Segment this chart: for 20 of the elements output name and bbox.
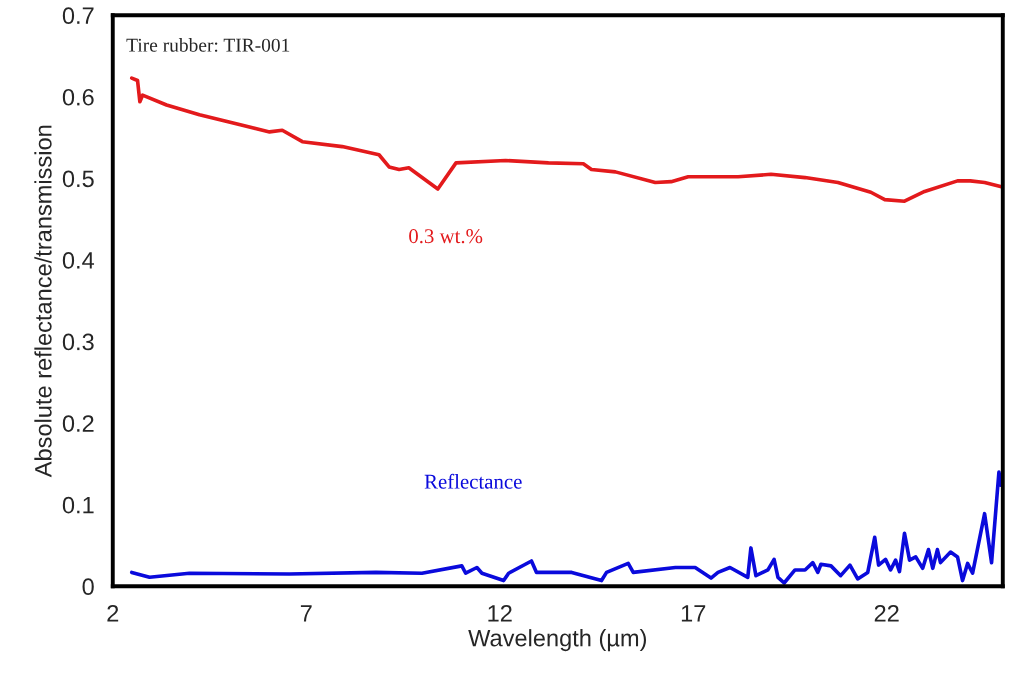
y-tick-label: 0 [82,578,94,596]
x-tick-label: 2 [107,604,119,622]
x-tick-label: 7 [300,605,312,622]
y-tick-label: 0.3 [62,333,94,351]
y-tick-label: 0.1 [62,496,94,514]
y-tick-label: 0.5 [62,170,94,188]
text: 0.3 wt.% [409,229,483,244]
x-tick-label: 22 [874,604,899,622]
text: Reflectance [424,473,522,489]
y-tick-label: 0.7 [62,7,94,25]
y-tick-label: 0.6 [62,88,94,106]
x-axis-title: Wavelength (µm) [468,629,646,652]
y-axis-title: Absolute reflectance/transmission [34,125,52,478]
line-series [129,470,1003,585]
x-tick-label: 17 [681,605,706,622]
y-tick-label: 0.2 [62,415,94,432]
annotation: Tire rubber: TIR-001 [126,38,290,52]
line-series [129,76,1003,204]
y-tick-label: 0.4 [62,252,95,269]
x-tick-label: 12 [488,604,512,622]
